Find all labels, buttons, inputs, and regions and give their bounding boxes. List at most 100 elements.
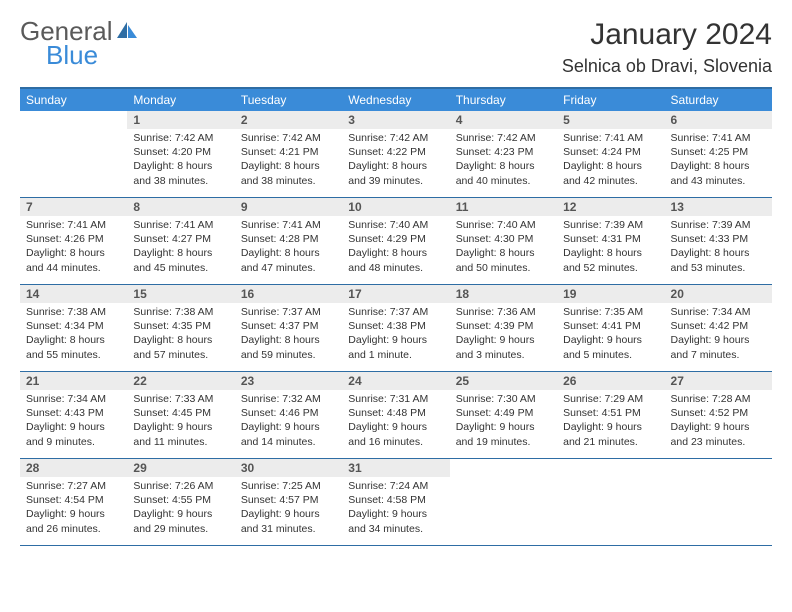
- day-line: Sunrise: 7:27 AM: [26, 479, 121, 493]
- day-line: Sunrise: 7:38 AM: [133, 305, 228, 319]
- day-line: Daylight: 9 hours: [671, 420, 766, 434]
- day-line: Sunrise: 7:42 AM: [133, 131, 228, 145]
- day-line: Daylight: 9 hours: [563, 420, 658, 434]
- day-line: and 16 minutes.: [348, 435, 443, 449]
- day-cell: 30Sunrise: 7:25 AMSunset: 4:57 PMDayligh…: [235, 459, 342, 545]
- day-line: and 42 minutes.: [563, 174, 658, 188]
- day-body: Sunrise: 7:36 AMSunset: 4:39 PMDaylight:…: [450, 303, 557, 366]
- day-line: Sunset: 4:35 PM: [133, 319, 228, 333]
- day-cell: 25Sunrise: 7:30 AMSunset: 4:49 PMDayligh…: [450, 372, 557, 458]
- calendar: SundayMondayTuesdayWednesdayThursdayFrid…: [20, 87, 772, 546]
- day-line: Sunset: 4:26 PM: [26, 232, 121, 246]
- day-line: Sunset: 4:20 PM: [133, 145, 228, 159]
- day-line: Sunrise: 7:40 AM: [348, 218, 443, 232]
- day-number: 1: [127, 111, 234, 129]
- day-cell: [665, 459, 772, 545]
- day-header-cell: Tuesday: [235, 89, 342, 111]
- day-body: Sunrise: 7:41 AMSunset: 4:26 PMDaylight:…: [20, 216, 127, 279]
- day-body: Sunrise: 7:38 AMSunset: 4:35 PMDaylight:…: [127, 303, 234, 366]
- day-line: Sunrise: 7:30 AM: [456, 392, 551, 406]
- day-line: and 43 minutes.: [671, 174, 766, 188]
- day-line: Sunrise: 7:41 AM: [241, 218, 336, 232]
- day-cell: [20, 111, 127, 197]
- day-body: Sunrise: 7:24 AMSunset: 4:58 PMDaylight:…: [342, 477, 449, 540]
- day-number: 26: [557, 372, 664, 390]
- day-line: Sunset: 4:51 PM: [563, 406, 658, 420]
- day-number: 14: [20, 285, 127, 303]
- day-body: Sunrise: 7:26 AMSunset: 4:55 PMDaylight:…: [127, 477, 234, 540]
- day-line: Sunset: 4:30 PM: [456, 232, 551, 246]
- day-cell: 7Sunrise: 7:41 AMSunset: 4:26 PMDaylight…: [20, 198, 127, 284]
- day-line: and 38 minutes.: [241, 174, 336, 188]
- day-line: Daylight: 8 hours: [241, 333, 336, 347]
- day-cell: 6Sunrise: 7:41 AMSunset: 4:25 PMDaylight…: [665, 111, 772, 197]
- day-line: Sunset: 4:55 PM: [133, 493, 228, 507]
- day-line: and 45 minutes.: [133, 261, 228, 275]
- day-cell: 20Sunrise: 7:34 AMSunset: 4:42 PMDayligh…: [665, 285, 772, 371]
- day-line: and 55 minutes.: [26, 348, 121, 362]
- day-number: 16: [235, 285, 342, 303]
- day-cell: 11Sunrise: 7:40 AMSunset: 4:30 PMDayligh…: [450, 198, 557, 284]
- day-header-cell: Monday: [127, 89, 234, 111]
- day-number: 18: [450, 285, 557, 303]
- day-line: Sunset: 4:39 PM: [456, 319, 551, 333]
- day-body: Sunrise: 7:41 AMSunset: 4:25 PMDaylight:…: [665, 129, 772, 192]
- day-line: and 34 minutes.: [348, 522, 443, 536]
- day-number: 29: [127, 459, 234, 477]
- day-number: 24: [342, 372, 449, 390]
- day-body: Sunrise: 7:40 AMSunset: 4:30 PMDaylight:…: [450, 216, 557, 279]
- day-cell: 28Sunrise: 7:27 AMSunset: 4:54 PMDayligh…: [20, 459, 127, 545]
- day-body: Sunrise: 7:25 AMSunset: 4:57 PMDaylight:…: [235, 477, 342, 540]
- day-line: Sunset: 4:54 PM: [26, 493, 121, 507]
- day-line: Sunset: 4:41 PM: [563, 319, 658, 333]
- day-line: and 23 minutes.: [671, 435, 766, 449]
- day-line: Daylight: 8 hours: [456, 246, 551, 260]
- day-number: 8: [127, 198, 234, 216]
- day-line: Sunrise: 7:24 AM: [348, 479, 443, 493]
- day-body: Sunrise: 7:33 AMSunset: 4:45 PMDaylight:…: [127, 390, 234, 453]
- day-line: and 26 minutes.: [26, 522, 121, 536]
- day-line: Sunrise: 7:39 AM: [671, 218, 766, 232]
- day-cell: 17Sunrise: 7:37 AMSunset: 4:38 PMDayligh…: [342, 285, 449, 371]
- day-line: Sunrise: 7:37 AM: [348, 305, 443, 319]
- day-header-cell: Saturday: [665, 89, 772, 111]
- day-line: Sunset: 4:21 PM: [241, 145, 336, 159]
- day-line: Daylight: 8 hours: [26, 246, 121, 260]
- day-line: Sunrise: 7:42 AM: [348, 131, 443, 145]
- location-text: Selnica ob Dravi, Slovenia: [562, 56, 772, 77]
- day-line: Daylight: 8 hours: [671, 159, 766, 173]
- day-cell: 13Sunrise: 7:39 AMSunset: 4:33 PMDayligh…: [665, 198, 772, 284]
- day-body: Sunrise: 7:42 AMSunset: 4:22 PMDaylight:…: [342, 129, 449, 192]
- day-line: Daylight: 8 hours: [348, 159, 443, 173]
- day-line: Daylight: 8 hours: [133, 333, 228, 347]
- day-cell: 5Sunrise: 7:41 AMSunset: 4:24 PMDaylight…: [557, 111, 664, 197]
- day-line: Sunrise: 7:34 AM: [671, 305, 766, 319]
- day-cell: 1 Sunrise: 7:42 AMSunset: 4:20 PMDaylight…: [127, 111, 234, 197]
- day-cell: 12Sunrise: 7:39 AMSunset: 4:31 PMDayligh…: [557, 198, 664, 284]
- day-number: 4: [450, 111, 557, 129]
- day-line: Daylight: 9 hours: [26, 420, 121, 434]
- day-body: Sunrise: 7:27 AMSunset: 4:54 PMDaylight:…: [20, 477, 127, 540]
- day-line: and 21 minutes.: [563, 435, 658, 449]
- day-line: Sunset: 4:27 PM: [133, 232, 228, 246]
- day-cell: 2Sunrise: 7:42 AMSunset: 4:21 PMDaylight…: [235, 111, 342, 197]
- day-header-cell: Wednesday: [342, 89, 449, 111]
- day-line: Sunrise: 7:29 AM: [563, 392, 658, 406]
- day-number: 10: [342, 198, 449, 216]
- day-line: Sunset: 4:28 PM: [241, 232, 336, 246]
- day-line: Sunset: 4:42 PM: [671, 319, 766, 333]
- day-line: Sunset: 4:43 PM: [26, 406, 121, 420]
- day-line: Sunset: 4:57 PM: [241, 493, 336, 507]
- day-line: Sunrise: 7:25 AM: [241, 479, 336, 493]
- day-line: Sunrise: 7:28 AM: [671, 392, 766, 406]
- day-cell: 3Sunrise: 7:42 AMSunset: 4:22 PMDaylight…: [342, 111, 449, 197]
- day-body: Sunrise: 7:41 AMSunset: 4:24 PMDaylight:…: [557, 129, 664, 192]
- day-line: Sunrise: 7:41 AM: [26, 218, 121, 232]
- day-line: Sunset: 4:33 PM: [671, 232, 766, 246]
- day-line: Daylight: 9 hours: [563, 333, 658, 347]
- day-line: Daylight: 8 hours: [133, 159, 228, 173]
- day-number: 13: [665, 198, 772, 216]
- day-line: and 53 minutes.: [671, 261, 766, 275]
- day-body: Sunrise: 7:39 AMSunset: 4:33 PMDaylight:…: [665, 216, 772, 279]
- day-line: Sunrise: 7:34 AM: [26, 392, 121, 406]
